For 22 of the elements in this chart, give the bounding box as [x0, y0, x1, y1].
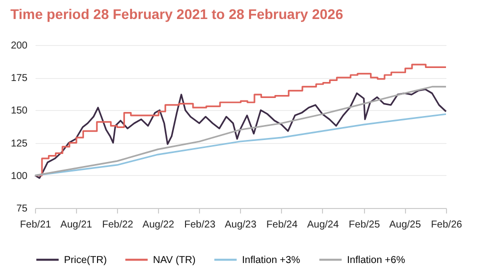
x-tick-label: Aug/25 [389, 220, 422, 230]
y-tick-label: 100 [10, 170, 28, 182]
x-tick-label: Feb/24 [266, 220, 298, 230]
x-tick-label: Feb/23 [184, 220, 216, 230]
legend-label: Inflation +3% [242, 254, 300, 266]
legend-label: Price(TR) [64, 254, 107, 266]
y-tick-label: 150 [10, 106, 28, 117]
legend-label: Inflation +6% [347, 254, 406, 266]
y-tick-label: 200 [10, 40, 28, 52]
x-tick-label: Aug/22 [142, 220, 175, 230]
y-tick-label: 75 [16, 204, 28, 214]
chart-title: Time period 28 February 2021 to 28 February 2026 [10, 6, 344, 22]
legend-label: NAV (TR) [153, 254, 196, 266]
y-tick-label: 125 [10, 138, 28, 150]
x-tick-label: Feb/21 [20, 220, 52, 230]
x-tick-label: Aug/21 [60, 220, 93, 230]
y-tick-label: 175 [10, 73, 28, 84]
x-tick-label: Aug/24 [307, 220, 340, 230]
x-tick-label: Aug/23 [224, 220, 257, 230]
x-tick-label: Feb/26 [430, 220, 462, 230]
x-tick-label: Feb/22 [102, 220, 134, 230]
x-tick-label: Feb/25 [348, 220, 380, 230]
